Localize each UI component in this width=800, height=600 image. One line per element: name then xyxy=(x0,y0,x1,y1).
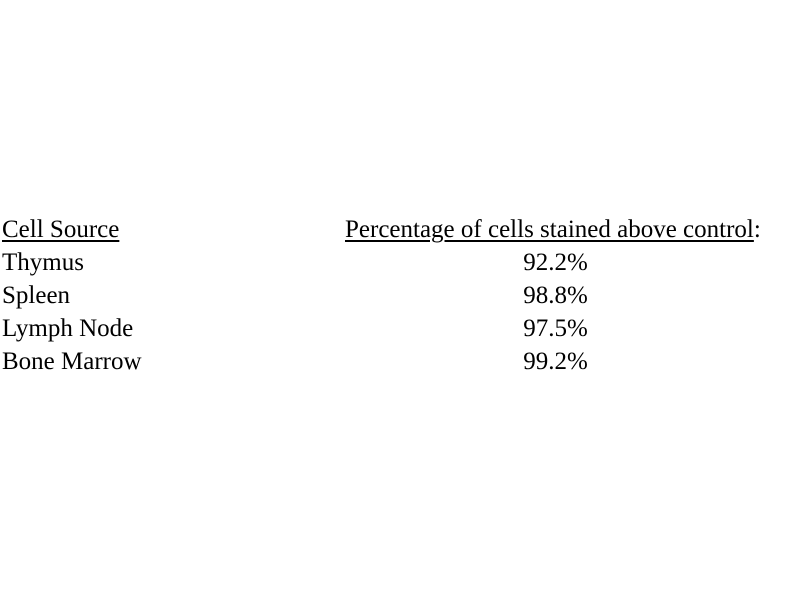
cell-source-spleen: Spleen xyxy=(2,282,71,309)
cell-source-thymus: Thymus xyxy=(2,249,84,276)
table-row: Spleen 98.8% xyxy=(0,279,800,312)
cell-percentage-bone-marrow: 99.2% xyxy=(523,348,588,375)
cell-percentage-thymus: 92.2% xyxy=(523,249,588,276)
cell-source-header-label: Cell Source xyxy=(2,216,120,243)
table-header-row: Cell Source Percentage of cells stained … xyxy=(0,213,800,246)
table-row: Lymph Node 97.5% xyxy=(0,312,800,345)
table-row: Thymus 92.2% xyxy=(0,246,800,279)
cell-source-lymph-node: Lymph Node xyxy=(2,315,134,342)
staining-table: Cell Source Percentage of cells stained … xyxy=(0,213,800,378)
header-cell-source: Cell Source xyxy=(0,213,345,246)
cell-source-bone-marrow: Bone Marrow xyxy=(2,348,142,375)
table-row: Bone Marrow 99.2% xyxy=(0,345,800,378)
cell-percentage-spleen: 98.8% xyxy=(523,282,588,309)
percentage-header-label: Percentage of cells stained above contro… xyxy=(345,216,754,243)
percentage-header-suffix: : xyxy=(753,216,761,243)
header-cell-percentage: Percentage of cells stained above contro… xyxy=(345,213,800,246)
cell-percentage-lymph-node: 97.5% xyxy=(523,315,588,342)
